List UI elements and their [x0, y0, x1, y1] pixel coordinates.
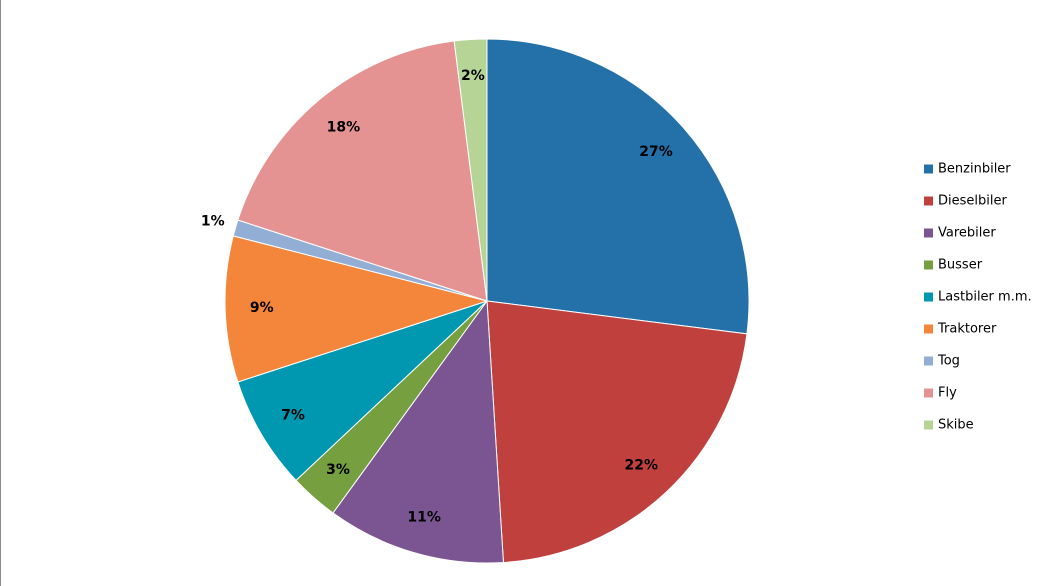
data-label: 7% — [281, 408, 305, 424]
legend-label: Busser — [938, 258, 983, 273]
legend-marker — [924, 228, 933, 238]
data-label: 11% — [407, 509, 441, 525]
legend-marker — [924, 388, 933, 398]
pie-slice — [453, 38, 488, 302]
data-label: 18% — [327, 119, 361, 135]
legend-marker — [924, 196, 933, 206]
legend-label: Traktorer — [937, 322, 997, 337]
legend-marker — [924, 164, 933, 174]
data-label: 1% — [201, 213, 225, 229]
legend-label: Dieselbiler — [938, 194, 1007, 209]
data-label: 27% — [639, 144, 673, 160]
legend-marker — [924, 324, 933, 334]
data-label: 2% — [461, 68, 485, 84]
pie-slice — [332, 299, 504, 564]
legend-label: Benzinbiler — [938, 162, 1011, 177]
pie-slice — [486, 300, 748, 564]
legend-marker — [924, 260, 933, 270]
legend-marker — [924, 420, 933, 430]
legend-label: Lastbiler m.m. — [938, 290, 1032, 305]
pie-slice — [486, 38, 750, 335]
legend-marker — [924, 356, 933, 366]
legend-marker — [924, 292, 933, 302]
legend-label: Skibe — [938, 418, 974, 433]
data-label: 3% — [326, 462, 350, 478]
legend-label: Varebiler — [938, 226, 996, 241]
pie-slice — [237, 300, 488, 482]
legend-label: Tog — [937, 354, 960, 369]
data-label: 9% — [250, 300, 274, 316]
pie-slice — [224, 235, 489, 383]
data-label: 22% — [624, 457, 658, 473]
legend-label: Fly — [938, 386, 957, 401]
pie-slice — [237, 40, 488, 302]
